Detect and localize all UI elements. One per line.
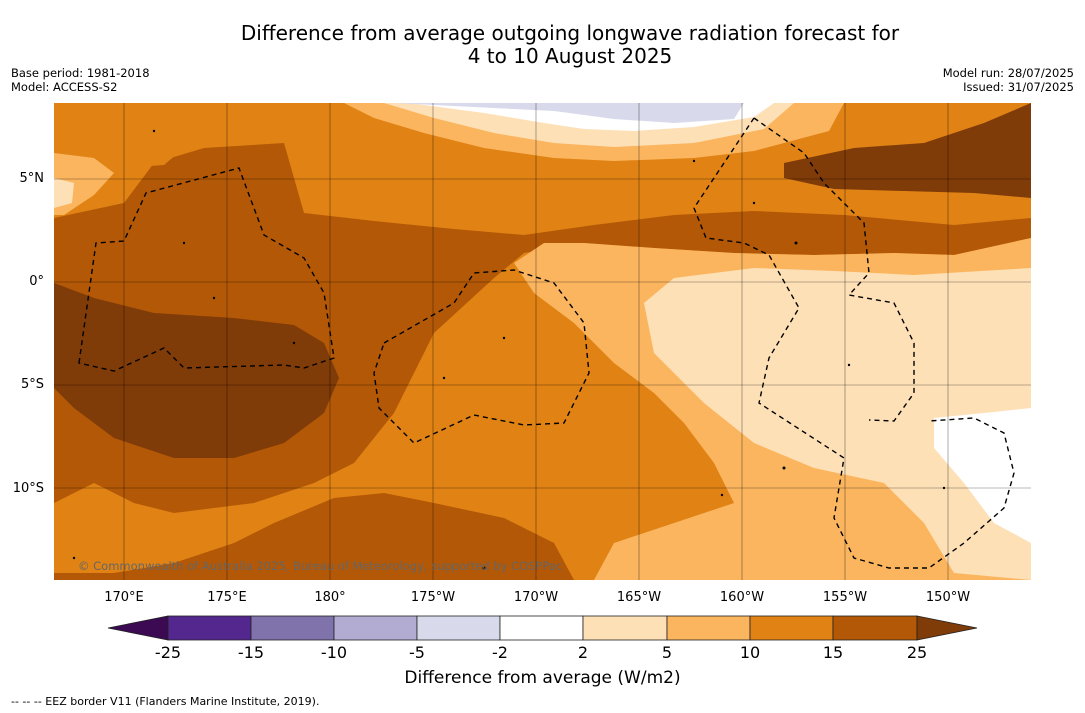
lon-label-165w: 165°W [616,590,662,605]
model-name: Model: ACCESS-S2 [11,80,118,94]
colorbar-tick-n25: -25 [154,643,182,662]
colorbar-swatch-p15 [832,615,918,641]
colorbar-max-extension [916,615,978,641]
issued-date: Issued: 31/07/2025 [963,80,1074,94]
eez-legend: -- -- -- EEZ border V11 (Flanders Marine… [11,695,320,708]
colorbar-tick-n5: -5 [409,643,425,662]
lon-label-175w: 175°W [410,590,456,605]
gridlines [54,103,1031,580]
base-period: Base period: 1981-2018 [11,66,150,80]
colorbar-swatch-n25 [167,615,252,641]
lon-label-170w: 170°W [513,590,559,605]
colorbar-tick-n10: -10 [320,643,348,662]
lat-label-5s: 5°S [20,377,44,392]
colorbar-swatch-n2 [499,615,584,641]
lat-label-10s: 10°S [12,481,44,496]
field-2-5-west [54,178,74,208]
field-2-5-southeast [644,268,1031,580]
lon-label-155w: 155°W [822,590,868,605]
eez-borders [78,117,1015,569]
field-negative-north [394,103,744,123]
colorbar-tick-p25: 25 [906,643,928,662]
copyright-notice: © Commonwealth of Australia 2025, Bureau… [78,559,563,573]
islands [72,129,946,570]
colorbar-swatch-n15 [250,615,335,641]
lon-label-150w: 150°W [925,590,971,605]
colorbar [107,615,978,641]
field-above-25-northeast [784,103,1031,198]
lon-label-160w: 160°W [719,590,765,605]
colorbar-tick-p5: 5 [661,643,673,662]
title-line-1: Difference from average outgoing longwav… [240,21,900,45]
lat-label-5n: 5°N [19,171,45,186]
colorbar-swatch-p5 [666,615,751,641]
lon-label-180: 180° [314,590,346,605]
base-info: Base period: 1981-2018 Model: ACCESS-S2 [11,66,150,94]
colorbar-swatch-n10 [333,615,418,641]
anomaly-map [54,103,1031,580]
run-info: Model run: 28/07/2025 Issued: 31/07/2025 [943,66,1074,94]
lon-label-170e: 170°E [104,590,144,605]
lat-label-0: 0° [29,274,44,289]
title-line-2: 4 to 10 August 2025 [467,44,673,68]
colorbar-swatch-p2 [582,615,668,641]
colorbar-tick-n2: -2 [492,643,508,662]
model-run: Model run: 28/07/2025 [942,66,1074,80]
map-title: Difference from average outgoing longwav… [170,22,970,68]
colorbar-tick-p2: 2 [577,643,589,662]
colorbar-swatch-p10 [749,615,834,641]
colorbar-min-extension [107,615,169,641]
eez-east-lower [693,117,1015,569]
colorbar-tick-n15: -15 [237,643,265,662]
lon-label-175e: 175°E [207,590,247,605]
eez-central [373,269,590,444]
eez-east-upper [753,117,915,422]
colorbar-label: Difference from average (W/m2) [404,668,681,688]
map-canvas [54,103,1031,580]
colorbar-swatch-n5 [416,615,501,641]
colorbar-tick-p10: 10 [739,643,761,662]
colorbar-tick-p15: 15 [822,643,844,662]
eez-west [78,167,335,372]
field-above-25-west [54,283,339,458]
